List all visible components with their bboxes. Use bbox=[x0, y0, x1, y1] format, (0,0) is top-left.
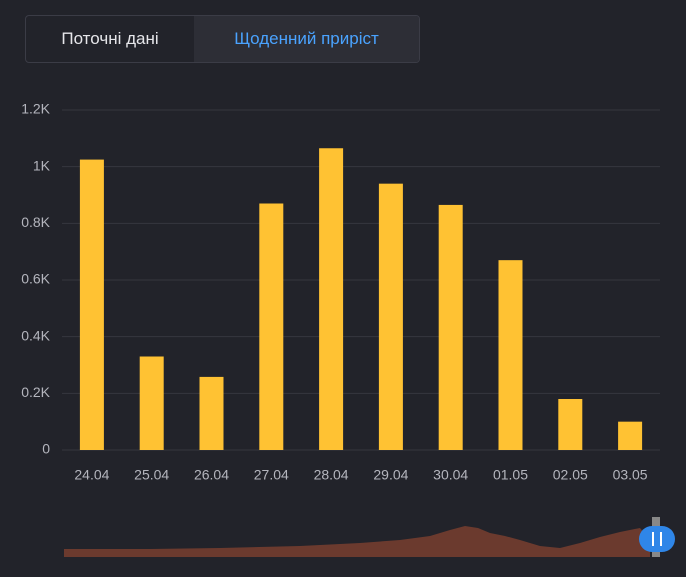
bar bbox=[618, 421, 643, 450]
navigator-handle[interactable] bbox=[639, 526, 675, 552]
y-tick-label: 0 bbox=[42, 441, 50, 457]
y-tick-label: 0.8K bbox=[21, 214, 50, 230]
x-tick-label: 01.05 bbox=[493, 467, 528, 483]
y-tick-label: 0.4K bbox=[21, 327, 50, 343]
x-tick-label: 26.04 bbox=[194, 467, 229, 483]
x-tick-label: 27.04 bbox=[254, 467, 289, 483]
x-tick-label: 25.04 bbox=[134, 467, 169, 483]
navigator-area bbox=[64, 526, 650, 557]
x-tick-label: 28.04 bbox=[314, 467, 349, 483]
y-tick-label: 1.2K bbox=[21, 101, 50, 117]
bar bbox=[498, 260, 523, 450]
x-tick-label: 02.05 bbox=[553, 467, 588, 483]
bar bbox=[378, 183, 403, 450]
tab[interactable]: Поточні дані bbox=[61, 29, 159, 48]
bar bbox=[319, 148, 344, 450]
x-tick-label: 24.04 bbox=[74, 467, 109, 483]
y-tick-label: 0.6K bbox=[21, 271, 50, 287]
y-tick-label: 1K bbox=[33, 157, 51, 173]
tab-bar: Поточні дані Щоденний приріст bbox=[25, 15, 420, 63]
bar bbox=[199, 376, 224, 450]
bar bbox=[438, 204, 463, 450]
bar bbox=[558, 399, 583, 450]
bar bbox=[139, 356, 164, 450]
bar bbox=[79, 159, 104, 451]
navigator[interactable] bbox=[64, 517, 675, 557]
tab-active[interactable]: Щоденний приріст bbox=[194, 16, 419, 62]
y-tick-label: 0.2K bbox=[21, 384, 50, 400]
x-tick-label: 30.04 bbox=[433, 467, 468, 483]
bar bbox=[259, 203, 284, 450]
x-tick-label: 03.05 bbox=[613, 467, 648, 483]
x-tick-label: 29.04 bbox=[373, 467, 408, 483]
